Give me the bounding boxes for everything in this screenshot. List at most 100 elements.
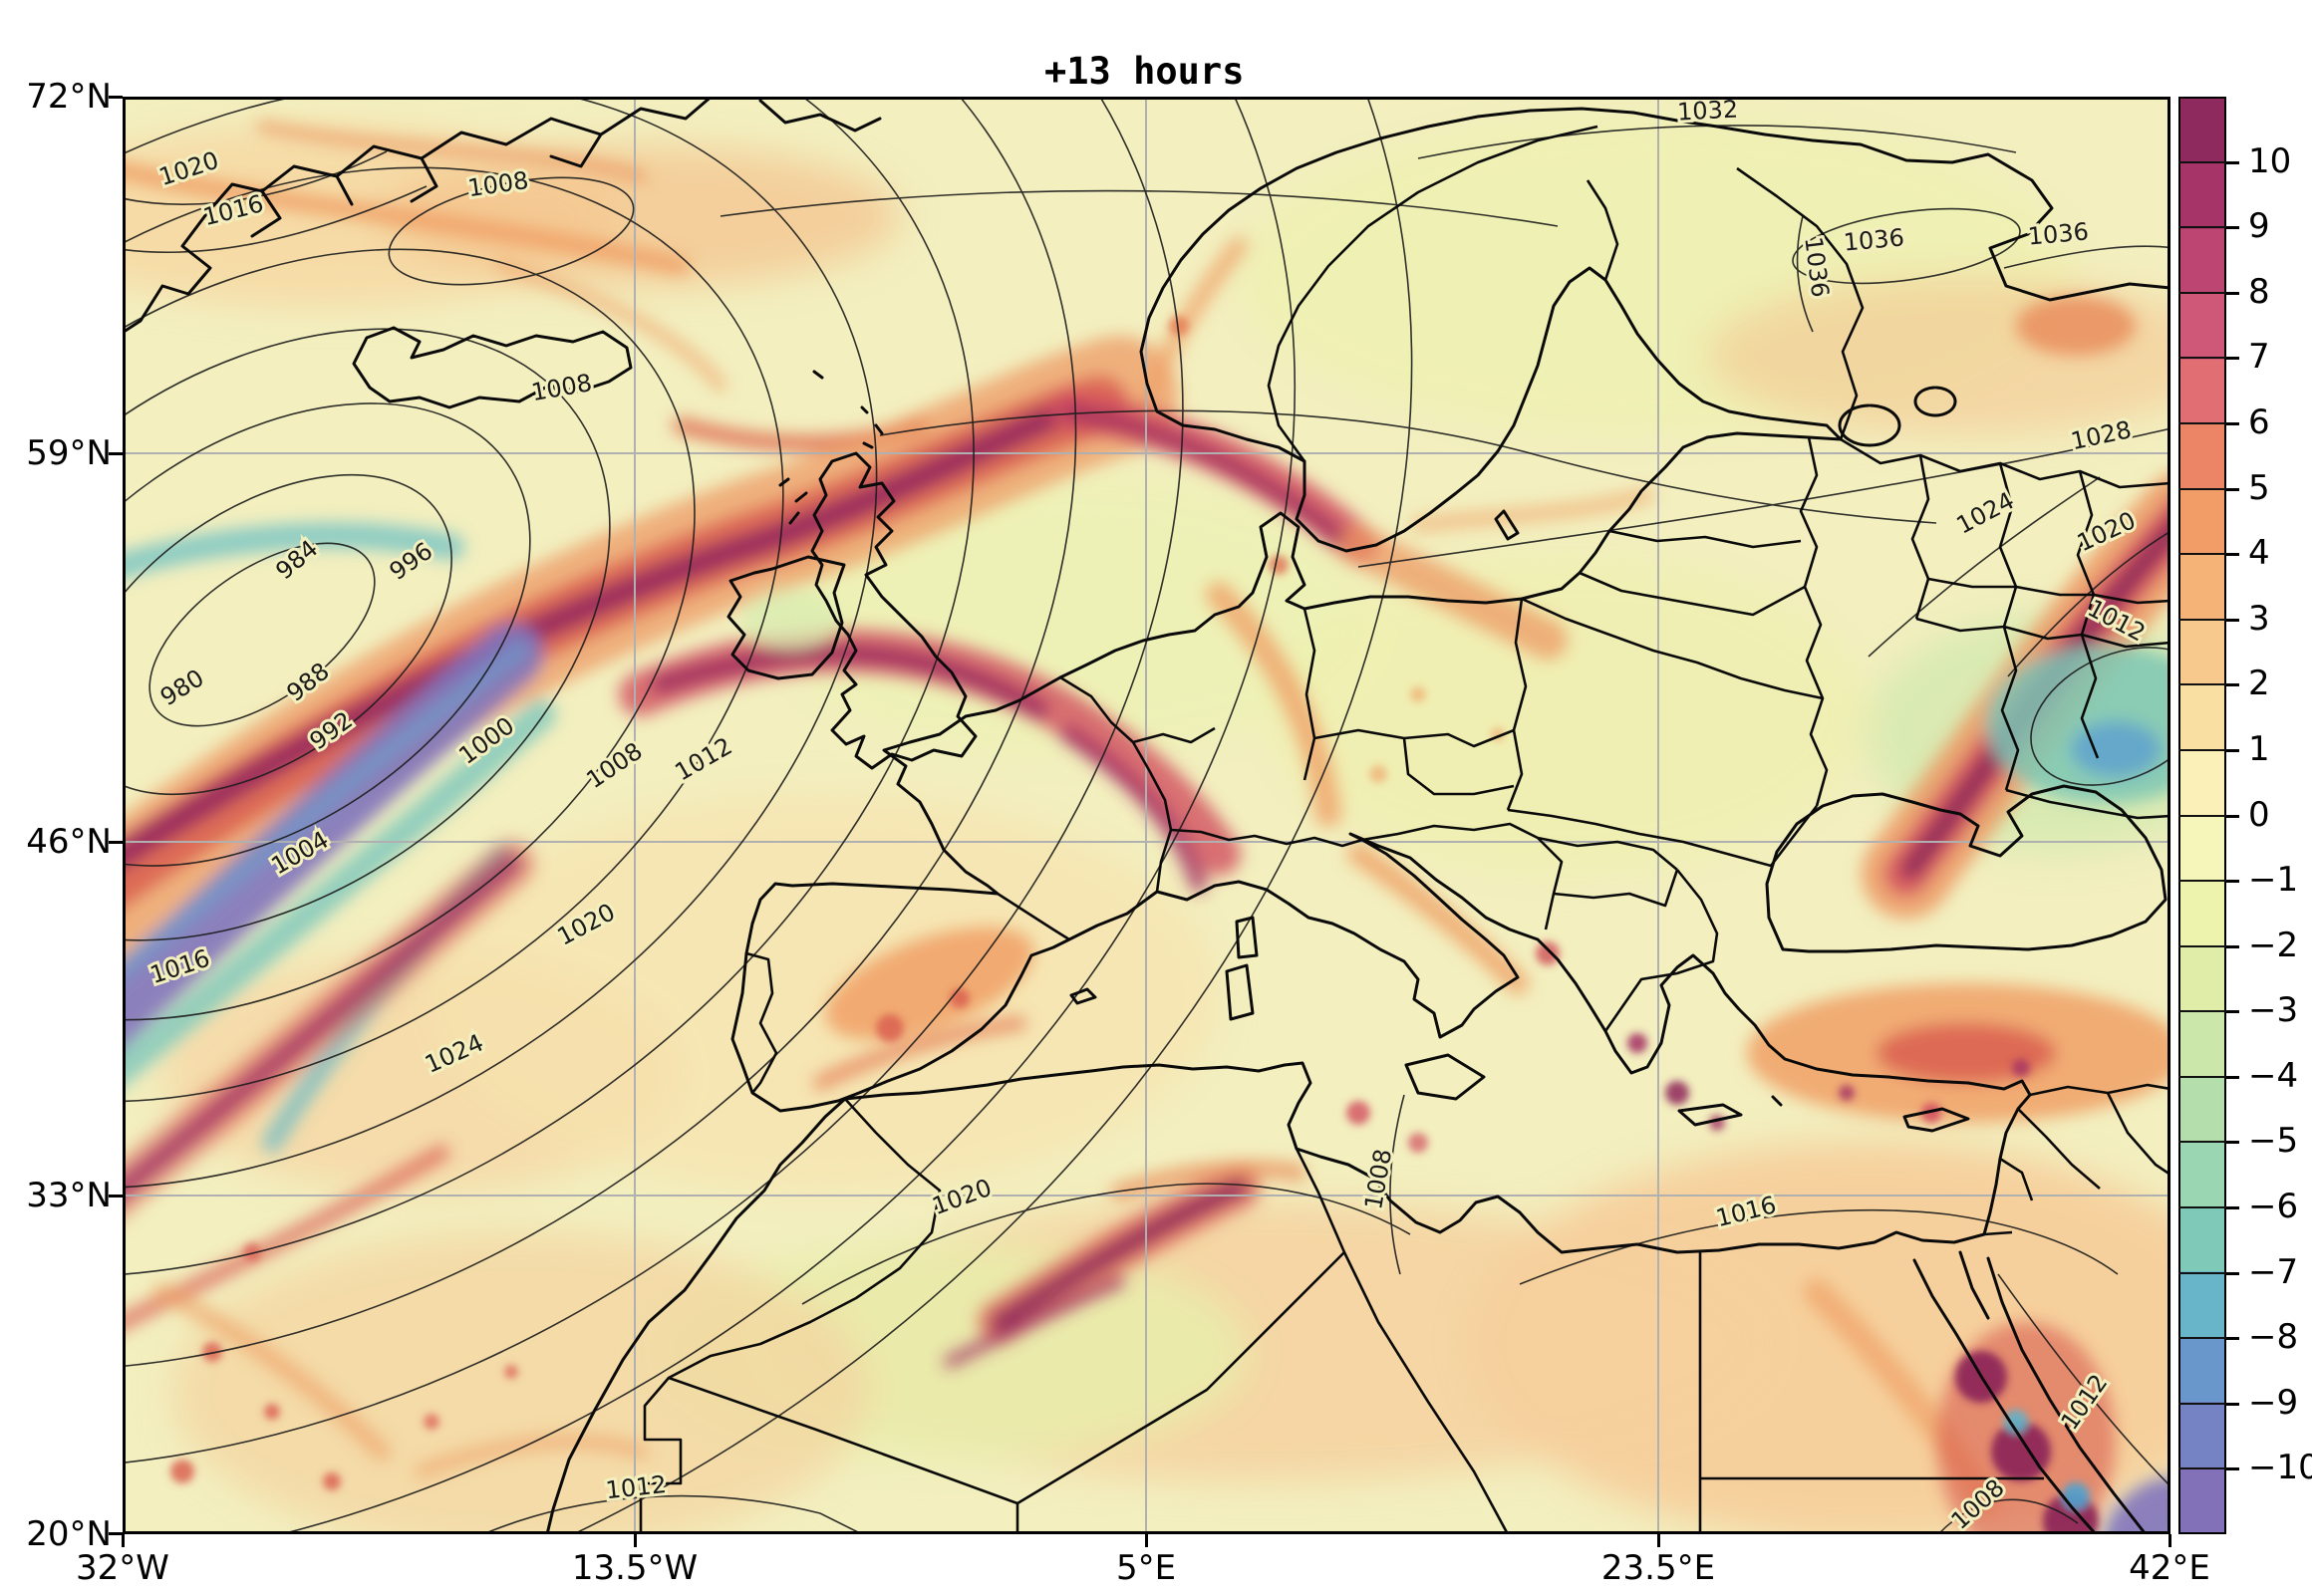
- advection-cores: [170, 316, 2099, 1534]
- colorbar-line: [2178, 357, 2226, 360]
- colorbar-segment: [2180, 1271, 2224, 1337]
- colorbar-tick: [2226, 1402, 2239, 1406]
- colorbar-label: −1: [2248, 860, 2299, 901]
- graticule: [123, 97, 2170, 1534]
- colorbar-label: −3: [2248, 990, 2299, 1031]
- lon-tick: [2168, 1534, 2171, 1547]
- colorbar-segment: [2180, 489, 2224, 555]
- lon-tick: [1145, 1534, 1148, 1547]
- colorbar-tick: [2226, 1467, 2239, 1471]
- colorbar-segment: [2180, 99, 2224, 164]
- country-borders: [639, 125, 2170, 1534]
- colorbar-label: 9: [2248, 206, 2270, 247]
- lat-tick: [109, 1532, 123, 1535]
- lat-label-72n: 72°N: [26, 77, 112, 117]
- lon-tick: [1657, 1534, 1660, 1547]
- colorbar-segment: [2180, 815, 2224, 881]
- colorbar-label: −7: [2248, 1251, 2299, 1292]
- colorbar-label: 3: [2248, 598, 2270, 639]
- lat-tick: [109, 452, 123, 455]
- colorbar-label: 1: [2248, 728, 2270, 769]
- colorbar-tick: [2226, 618, 2239, 622]
- colorbar-line: [2178, 291, 2226, 294]
- colorbar-tick: [2226, 421, 2239, 425]
- colorbar-line: [2178, 1010, 2226, 1013]
- colorbar-label: −2: [2248, 925, 2299, 965]
- colorbar-segment: [2180, 359, 2224, 425]
- colorbar-line: [2178, 553, 2226, 556]
- colorbar-label: 7: [2248, 337, 2270, 378]
- lat-label-46n: 46°N: [26, 822, 112, 862]
- colorbar-tick: [2226, 1206, 2239, 1209]
- colorbar-line: [2178, 944, 2226, 947]
- lon-label-32w: 32°W: [76, 1548, 169, 1588]
- coastlines: [123, 97, 2170, 1534]
- colorbar-segment: [2180, 1010, 2224, 1077]
- colorbar-tick: [2226, 1337, 2239, 1341]
- colorbar-segment: [2180, 163, 2224, 229]
- colorbar-segment: [2180, 1466, 2224, 1532]
- lon-label-235e: 23.5°E: [1600, 1548, 1716, 1588]
- colorbar-line: [2178, 1402, 2226, 1405]
- colorbar-segment: [2180, 228, 2224, 295]
- colorbar-line: [2178, 880, 2226, 883]
- plot-frame: [123, 97, 2170, 1534]
- colorbar-line: [2178, 748, 2226, 751]
- colorbar-line: [2178, 226, 2226, 229]
- colorbar-tick: [2226, 944, 2239, 948]
- lon-tick: [634, 1534, 637, 1547]
- colorbar-segment: [2180, 1076, 2224, 1142]
- colorbar-label: −9: [2248, 1382, 2299, 1423]
- lat-tick: [109, 1195, 123, 1197]
- colorbar-line: [2178, 683, 2226, 686]
- colorbar-tick: [2226, 160, 2239, 164]
- isobar-label: 1036: [1843, 223, 1905, 256]
- colorbar-label: −10: [2248, 1448, 2312, 1488]
- colorbar-tick: [2226, 357, 2239, 361]
- colorbar-line: [2178, 1271, 2226, 1274]
- colorbar-segment: [2180, 684, 2224, 751]
- colorbar-label: −5: [2248, 1121, 2299, 1162]
- colorbar-line: [2178, 1467, 2226, 1470]
- colorbar-label: 2: [2248, 664, 2270, 704]
- colorbar-label: 8: [2248, 271, 2270, 312]
- lead-time-label: +13 hours: [1044, 50, 1245, 93]
- colorbar-segment: [2180, 1336, 2224, 1403]
- colorbar-tick: [2226, 291, 2239, 295]
- colorbar-segment: [2180, 1141, 2224, 1206]
- lon-label-135w: 13.5°W: [571, 1548, 699, 1588]
- colorbar-tick: [2226, 1141, 2239, 1145]
- colorbar-tick: [2226, 553, 2239, 557]
- colorbar-line: [2178, 421, 2226, 424]
- colorbar-tick: [2226, 1010, 2239, 1014]
- colorbar-label: −6: [2248, 1187, 2299, 1226]
- colorbar-line: [2178, 1141, 2226, 1144]
- lat-label-59n: 59°N: [26, 433, 112, 473]
- colorbar-segment: [2180, 620, 2224, 685]
- colorbar-segment: [2180, 424, 2224, 490]
- lat-label-20n: 20°N: [26, 1514, 112, 1554]
- colorbar-line: [2178, 814, 2226, 817]
- colorbar-segment: [2180, 945, 2224, 1011]
- colorbar-tick: [2226, 1075, 2239, 1079]
- lat-tick: [109, 841, 123, 844]
- colorbar-segment: [2180, 294, 2224, 360]
- colorbar-line: [2178, 1206, 2226, 1208]
- isobar-label: 1036: [2027, 217, 2090, 250]
- lat-label-33n: 33°N: [26, 1176, 112, 1215]
- colorbar-line: [2178, 1337, 2226, 1340]
- colorbar-label: 0: [2248, 794, 2270, 835]
- isobar-label: 1032: [1676, 97, 1738, 127]
- lon-label-5e: 5°E: [1115, 1548, 1177, 1588]
- colorbar-tick: [2226, 1271, 2239, 1275]
- colorbar-label: 6: [2248, 401, 2270, 442]
- colorbar-label: 10: [2248, 140, 2292, 181]
- colorbar-label: 5: [2248, 467, 2270, 508]
- colorbar-line: [2178, 618, 2226, 621]
- colorbar-tick: [2226, 814, 2239, 818]
- colorbar-line: [2178, 160, 2226, 163]
- colorbar-segment: [2180, 880, 2224, 946]
- lon-tick: [122, 1534, 125, 1547]
- colorbar-segment: [2180, 1402, 2224, 1467]
- colorbar-tick: [2226, 748, 2239, 752]
